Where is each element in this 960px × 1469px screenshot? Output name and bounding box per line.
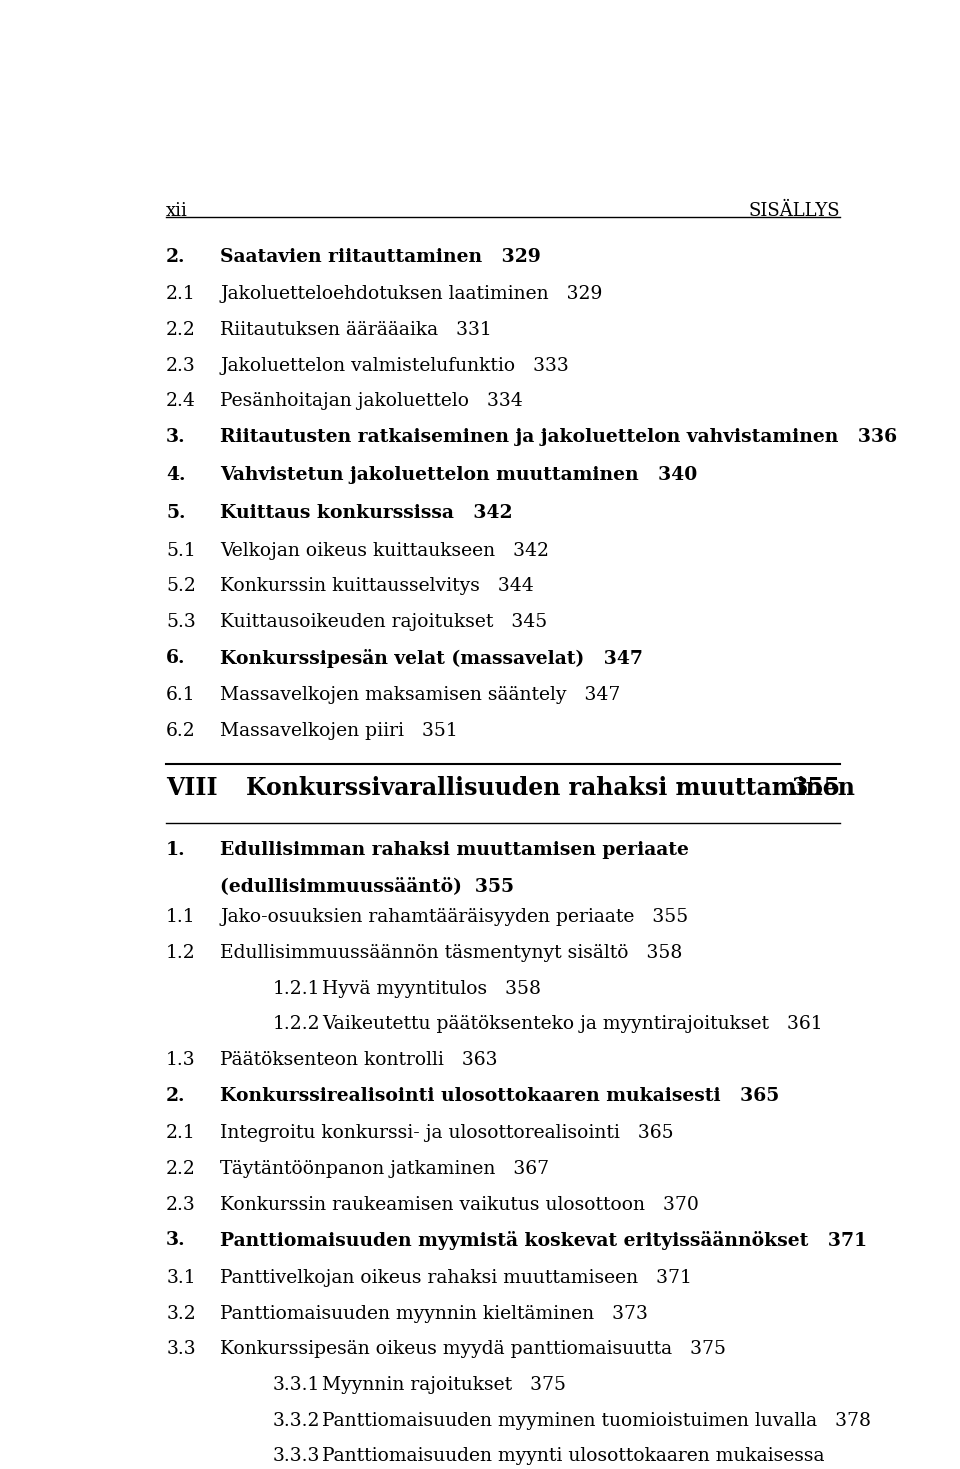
Text: 4.: 4.	[166, 466, 185, 483]
Text: Konkurssipesän velat (massavelat)   347: Konkurssipesän velat (massavelat) 347	[221, 648, 643, 667]
Text: 355: 355	[791, 776, 840, 799]
Text: 3.3.2: 3.3.2	[273, 1412, 320, 1429]
Text: Konkurssivarallisuuden rahaksi muuttaminen: Konkurssivarallisuuden rahaksi muuttamin…	[247, 776, 855, 799]
Text: 5.: 5.	[166, 504, 185, 521]
Text: Jako-osuuksien rahamtääräisyyden periaate   355: Jako-osuuksien rahamtääräisyyden periaat…	[221, 908, 688, 927]
Text: 2.2: 2.2	[166, 322, 196, 339]
Text: 1.1: 1.1	[166, 908, 196, 927]
Text: Panttivelkojan oikeus rahaksi muuttamiseen   371: Panttivelkojan oikeus rahaksi muuttamise…	[221, 1269, 692, 1287]
Text: 6.: 6.	[166, 648, 185, 667]
Text: Panttiomaisuuden myynnin kieltäminen   373: Panttiomaisuuden myynnin kieltäminen 373	[221, 1304, 648, 1322]
Text: 1.2.1: 1.2.1	[273, 980, 320, 997]
Text: Kuittausoikeuden rajoitukset   345: Kuittausoikeuden rajoitukset 345	[221, 613, 548, 630]
Text: 3.3.3: 3.3.3	[273, 1447, 320, 1466]
Text: Edullisimman rahaksi muuttamisen periaate: Edullisimman rahaksi muuttamisen periaat…	[221, 842, 689, 859]
Text: Riitautuksen äärääaika   331: Riitautuksen äärääaika 331	[221, 322, 492, 339]
Text: xii: xii	[166, 203, 188, 220]
Text: Edullisimmuussäännön täsmentynyt sisältö   358: Edullisimmuussäännön täsmentynyt sisältö…	[221, 945, 683, 962]
Text: Vaikeutettu päätöksenteko ja myyntirajoitukset   361: Vaikeutettu päätöksenteko ja myyntirajoi…	[323, 1015, 823, 1033]
Text: 1.2: 1.2	[166, 945, 196, 962]
Text: Massavelkojen maksamisen sääntely   347: Massavelkojen maksamisen sääntely 347	[221, 686, 621, 705]
Text: Konkurssin kuittausselvitys   344: Konkurssin kuittausselvitys 344	[221, 577, 534, 595]
Text: 2.3: 2.3	[166, 1196, 196, 1213]
Text: (edullisimmuussääntö)  355: (edullisimmuussääntö) 355	[221, 877, 515, 895]
Text: 1.2.2: 1.2.2	[273, 1015, 320, 1033]
Text: Kuittaus konkurssissa   342: Kuittaus konkurssissa 342	[221, 504, 513, 521]
Text: Konkurssirealisointi ulosottokaaren mukaisesti   365: Konkurssirealisointi ulosottokaaren muka…	[221, 1087, 780, 1105]
Text: Panttiomaisuuden myynti ulosottokaaren mukaisessa: Panttiomaisuuden myynti ulosottokaaren m…	[323, 1447, 825, 1466]
Text: SISÄLLYS: SISÄLLYS	[749, 203, 840, 220]
Text: 2.3: 2.3	[166, 357, 196, 375]
Text: 3.: 3.	[166, 427, 185, 447]
Text: VIII: VIII	[166, 776, 218, 799]
Text: Integroitu konkurssi- ja ulosottorealisointi   365: Integroitu konkurssi- ja ulosottorealiso…	[221, 1124, 674, 1143]
Text: Velkojan oikeus kuittaukseen   342: Velkojan oikeus kuittaukseen 342	[221, 542, 549, 560]
Text: 3.2: 3.2	[166, 1304, 196, 1322]
Text: 3.3: 3.3	[166, 1340, 196, 1359]
Text: 2.1: 2.1	[166, 285, 196, 304]
Text: 2.: 2.	[166, 248, 185, 266]
Text: Konkurssipesän oikeus myydä panttiomaisuutta   375: Konkurssipesän oikeus myydä panttiomaisu…	[221, 1340, 727, 1359]
Text: Pesänhoitajan jakoluettelo   334: Pesänhoitajan jakoluettelo 334	[221, 392, 523, 410]
Text: Jakoluettelon valmistelufunktio   333: Jakoluettelon valmistelufunktio 333	[221, 357, 569, 375]
Text: 2.4: 2.4	[166, 392, 196, 410]
Text: Riitautusten ratkaiseminen ja jakoluettelon vahvistaminen   336: Riitautusten ratkaiseminen ja jakoluette…	[221, 427, 898, 447]
Text: Saatavien riitauttaminen   329: Saatavien riitauttaminen 329	[221, 248, 541, 266]
Text: 3.1: 3.1	[166, 1269, 196, 1287]
Text: Päätöksenteon kontrolli   363: Päätöksenteon kontrolli 363	[221, 1050, 498, 1069]
Text: 2.2: 2.2	[166, 1161, 196, 1178]
Text: Vahvistetun jakoluettelon muuttaminen   340: Vahvistetun jakoluettelon muuttaminen 34…	[221, 466, 698, 483]
Text: 5.2: 5.2	[166, 577, 196, 595]
Text: 2.: 2.	[166, 1087, 185, 1105]
Text: Hyvä myyntitulos   358: Hyvä myyntitulos 358	[323, 980, 541, 997]
Text: Täytäntöönpanon jatkaminen   367: Täytäntöönpanon jatkaminen 367	[221, 1161, 549, 1178]
Text: 3.: 3.	[166, 1231, 185, 1249]
Text: Panttiomaisuuden myyminen tuomioistuimen luvalla   378: Panttiomaisuuden myyminen tuomioistuimen…	[323, 1412, 872, 1429]
Text: 1.3: 1.3	[166, 1050, 196, 1069]
Text: 5.3: 5.3	[166, 613, 196, 630]
Text: Panttiomaisuuden myymistä koskevat erityissäännökset   371: Panttiomaisuuden myymistä koskevat erity…	[221, 1231, 868, 1250]
Text: 2.1: 2.1	[166, 1124, 196, 1143]
Text: 6.2: 6.2	[166, 723, 196, 740]
Text: 1.: 1.	[166, 842, 185, 859]
Text: 5.1: 5.1	[166, 542, 196, 560]
Text: Jakoluetteloehdotuksen laatiminen   329: Jakoluetteloehdotuksen laatiminen 329	[221, 285, 603, 304]
Text: 3.3.1: 3.3.1	[273, 1376, 320, 1394]
Text: Konkurssin raukeamisen vaikutus ulosottoon   370: Konkurssin raukeamisen vaikutus ulosotto…	[221, 1196, 699, 1213]
Text: Massavelkojen piiri   351: Massavelkojen piiri 351	[221, 723, 458, 740]
Text: Myynnin rajoitukset   375: Myynnin rajoitukset 375	[323, 1376, 566, 1394]
Text: 6.1: 6.1	[166, 686, 196, 705]
